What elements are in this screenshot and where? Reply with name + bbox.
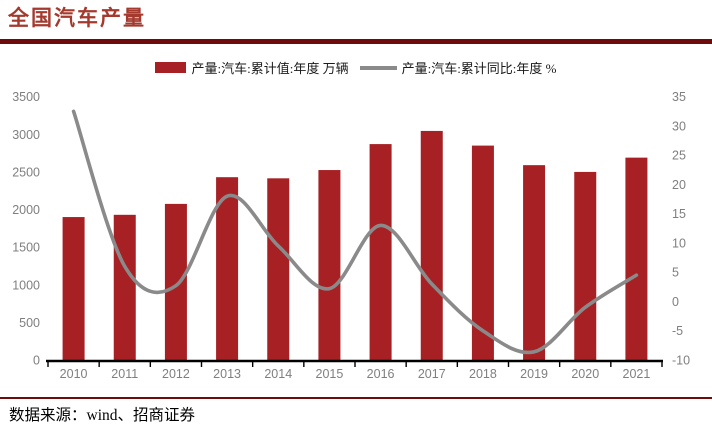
x-axis-label: 2016	[367, 367, 395, 381]
right-axis-tick: 10	[672, 236, 686, 250]
left-axis-tick: 2500	[12, 165, 40, 179]
production-bar	[216, 177, 239, 360]
right-axis-tick: 15	[672, 207, 686, 221]
right-axis-tick: 25	[672, 149, 686, 163]
x-axis-label: 2013	[213, 367, 241, 381]
production-bar	[471, 145, 494, 360]
x-axis-label: 2012	[162, 367, 190, 381]
x-axis-label: 2011	[111, 367, 138, 381]
x-axis-label: 2021	[623, 367, 651, 381]
production-bar	[625, 157, 648, 360]
legend-bar-swatch-icon	[155, 62, 187, 73]
production-bar	[62, 217, 85, 360]
production-combo-chart: 0 500 1000 1500 2000 2500 3000 3500 -10 -5 0 5 10 15 2…	[12, 90, 690, 381]
right-axis-tick: 30	[672, 119, 686, 133]
left-axis-tick: 3000	[12, 128, 40, 142]
x-axis-label: 2020	[571, 367, 599, 381]
footer-divider	[0, 397, 712, 399]
right-axis-tick: -10	[672, 354, 690, 368]
production-bar	[164, 203, 187, 360]
production-bar	[113, 214, 136, 360]
production-bar	[267, 178, 290, 360]
right-axis-tick: 20	[672, 178, 686, 192]
chart-title: 全国汽车产量	[8, 6, 146, 30]
production-bar	[318, 170, 341, 360]
x-axis-label: 2018	[469, 367, 497, 381]
x-axis-label: 2010	[60, 367, 88, 381]
x-axis-label: 2015	[316, 367, 344, 381]
right-axis-tick: 0	[672, 295, 679, 309]
production-bar	[523, 165, 546, 360]
production-bar	[369, 144, 392, 360]
legend-bar-label: 产量:汽车:累计值:年度 万辆	[191, 61, 349, 76]
x-axis-label: 2014	[264, 367, 292, 381]
left-axis-tick: 500	[19, 316, 40, 330]
left-axis-tick: 1000	[12, 278, 40, 292]
production-bar	[574, 171, 597, 360]
right-axis-tick: -5	[672, 324, 683, 338]
x-axis-label: 2017	[418, 367, 446, 381]
left-axis-tick: 1500	[12, 241, 40, 255]
right-axis-tick: 35	[672, 90, 686, 104]
left-axis-tick: 2000	[12, 203, 40, 217]
chart-legend: 产量:汽车:累计值:年度 万辆 产量:汽车:累计同比:年度 %	[0, 58, 712, 77]
title-divider	[0, 39, 712, 44]
right-axis-tick: 5	[672, 266, 679, 280]
legend-line-label: 产量:汽车:累计同比:年度 %	[401, 61, 557, 76]
legend-line-swatch-icon	[359, 65, 397, 70]
x-axis-label: 2019	[520, 367, 548, 381]
left-axis-tick: 3500	[12, 90, 40, 104]
production-bar	[420, 130, 443, 360]
data-source-note: 数据来源：wind、招商证券	[9, 407, 196, 424]
yoy-line	[71, 109, 639, 355]
left-axis-tick: 0	[33, 354, 40, 368]
